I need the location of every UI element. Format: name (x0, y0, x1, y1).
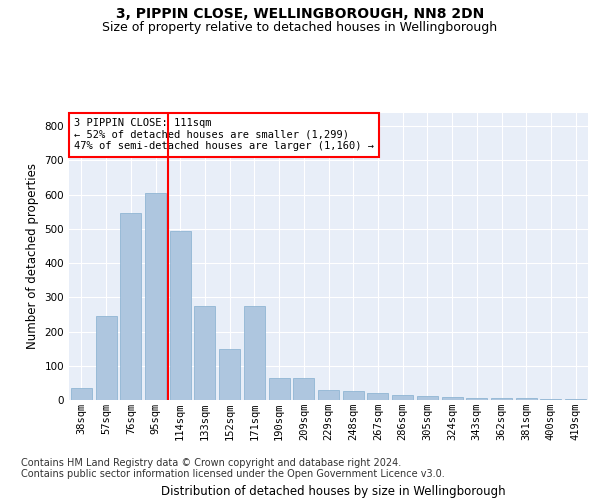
Bar (71, 388, 92, 400)
Text: 3 PIPPIN CLOSE: 111sqm
← 52% of detached houses are smaller (1,299)
47% of semi-: 3 PIPPIN CLOSE: 111sqm ← 52% of detached… (74, 118, 374, 152)
Bar (442, 398, 463, 400)
Text: Distribution of detached houses by size in Wellingborough: Distribution of detached houses by size … (161, 484, 505, 498)
Bar (565, 399, 586, 400)
Bar (145, 193, 166, 400)
Bar (466, 398, 487, 400)
Bar (491, 398, 512, 400)
Text: Size of property relative to detached houses in Wellingborough: Size of property relative to detached ho… (103, 21, 497, 34)
Bar (194, 306, 215, 400)
Text: 3, PIPPIN CLOSE, WELLINGBOROUGH, NN8 2DN: 3, PIPPIN CLOSE, WELLINGBOROUGH, NN8 2DN (116, 8, 484, 22)
Bar (95, 316, 116, 400)
Bar (269, 378, 290, 400)
Bar (392, 395, 413, 400)
Bar (541, 399, 562, 400)
Bar (244, 306, 265, 400)
Bar (367, 393, 388, 400)
Text: Contains HM Land Registry data © Crown copyright and database right 2024.
Contai: Contains HM Land Registry data © Crown c… (21, 458, 445, 479)
Bar (516, 398, 537, 400)
Bar (318, 390, 339, 400)
Bar (120, 214, 141, 400)
Bar (343, 392, 364, 400)
Bar (417, 396, 438, 400)
Bar (219, 350, 240, 400)
Y-axis label: Number of detached properties: Number of detached properties (26, 163, 39, 350)
Bar (170, 230, 191, 400)
Bar (293, 378, 314, 400)
